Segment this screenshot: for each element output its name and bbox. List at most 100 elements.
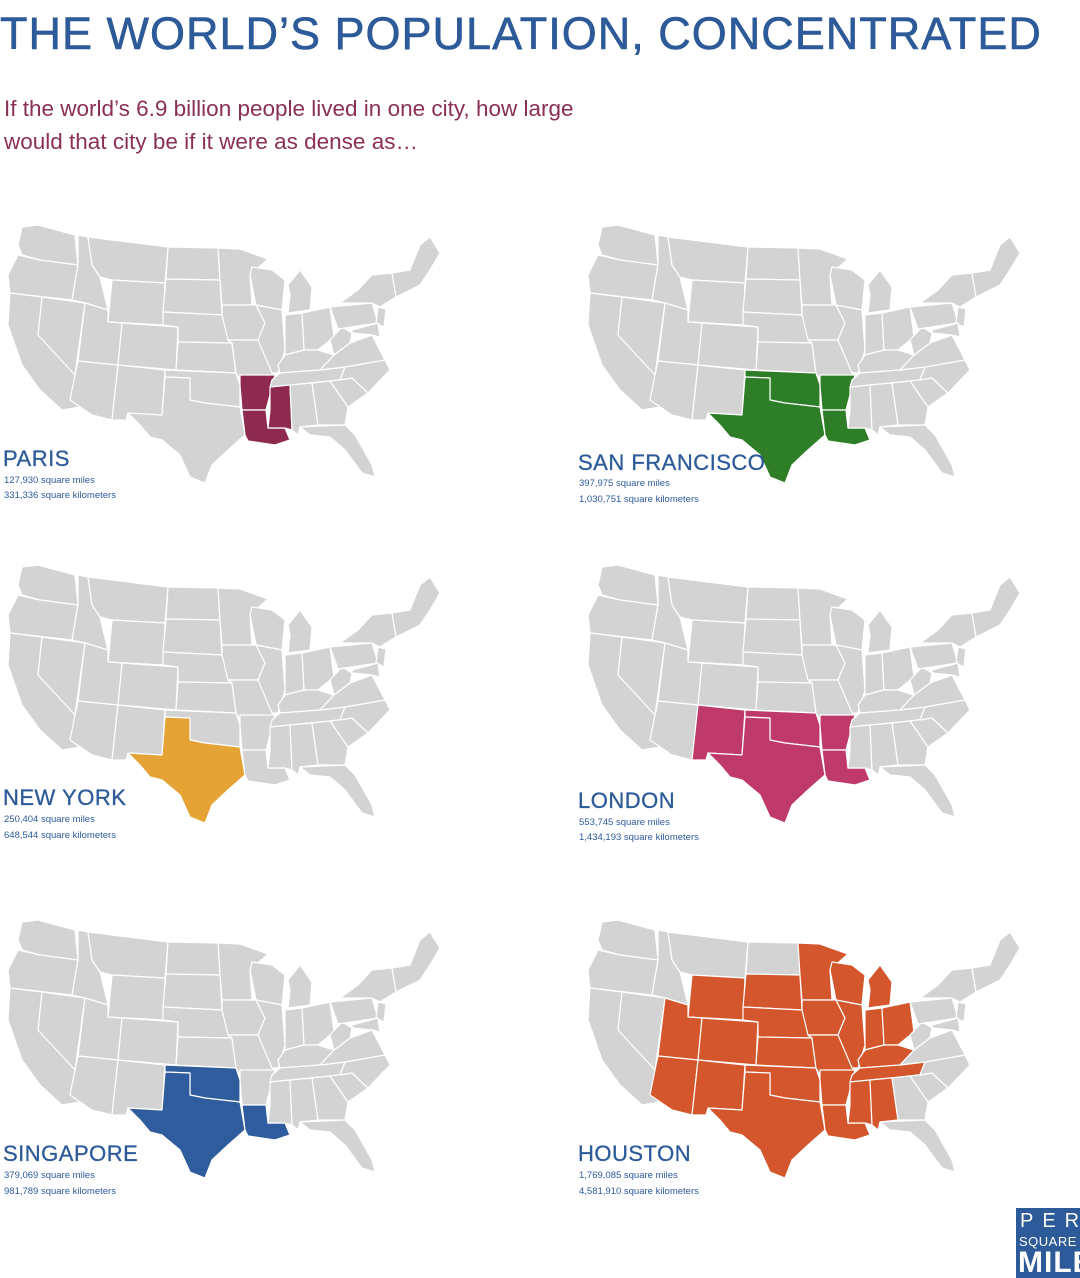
state-montana <box>667 931 749 979</box>
page-title: THE WORLD’S POPULATION, CONCENTRATED <box>0 8 1042 60</box>
map-panel-new-york <box>0 555 460 855</box>
state-south-dakota <box>162 618 223 656</box>
square-miles-london: 553,745 square miles <box>579 817 670 828</box>
state-michigan <box>867 269 893 314</box>
state-arizona <box>69 700 119 761</box>
state-new-jersey <box>375 646 387 668</box>
state-texas <box>707 1071 826 1179</box>
state-louisiana <box>821 409 871 446</box>
state-kansas <box>175 1036 237 1069</box>
square-km-houston: 4,581,910 square kilometers <box>579 1186 699 1197</box>
state-florida <box>299 424 376 478</box>
state-north-dakota <box>745 586 801 621</box>
map-panel-london <box>580 555 1040 855</box>
state-south-dakota <box>162 278 223 316</box>
us-map <box>587 224 1021 484</box>
state-new-england <box>971 576 1021 638</box>
state-minnesota <box>217 942 269 1001</box>
city-label-singapore: SINGAPORE <box>3 1141 139 1166</box>
map-panel-paris <box>0 215 460 515</box>
state-montana <box>87 576 169 624</box>
square-km-paris: 331,336 square kilometers <box>4 490 116 501</box>
square-miles-paris: 127,930 square miles <box>4 475 95 486</box>
state-new-york <box>339 612 397 648</box>
state-minnesota <box>797 587 849 646</box>
logo-line-2: SQUARE <box>1019 1234 1077 1249</box>
state-florida <box>299 1119 376 1173</box>
state-new-jersey <box>375 1001 387 1023</box>
state-ohio <box>881 646 915 691</box>
state-new-jersey <box>955 646 967 668</box>
state-new-york <box>339 967 397 1003</box>
state-michigan <box>867 609 893 654</box>
state-maryland <box>931 662 961 678</box>
state-georgia <box>891 1075 929 1121</box>
state-new-england <box>971 931 1021 993</box>
state-illinois <box>835 999 866 1069</box>
state-mississippi <box>267 1079 293 1126</box>
us-map <box>7 564 441 824</box>
state-florida <box>299 764 376 818</box>
state-illinois <box>835 304 866 374</box>
state-minnesota <box>797 247 849 306</box>
state-south-dakota <box>162 973 223 1011</box>
state-wisconsin <box>249 266 286 311</box>
state-new-mexico <box>691 364 746 421</box>
state-new-mexico <box>111 1059 166 1116</box>
state-maryland <box>351 1017 381 1033</box>
square-km-new-york: 648,544 square kilometers <box>4 830 116 841</box>
state-maryland <box>931 322 961 338</box>
state-montana <box>87 236 169 284</box>
state-indiana <box>864 312 885 356</box>
state-texas <box>127 716 246 824</box>
state-maryland <box>351 322 381 338</box>
us-map <box>587 564 1021 824</box>
city-label-houston: HOUSTON <box>578 1141 692 1166</box>
state-texas <box>127 1071 246 1179</box>
state-colorado <box>117 662 179 711</box>
state-illinois <box>255 999 286 1069</box>
map-panel-singapore <box>0 910 460 1210</box>
state-indiana <box>864 1007 885 1051</box>
state-arizona <box>69 1055 119 1116</box>
state-georgia <box>891 380 929 426</box>
state-florida <box>879 764 956 818</box>
state-ohio <box>301 306 335 351</box>
state-arizona <box>649 1055 699 1116</box>
state-new-england <box>391 236 441 298</box>
state-north-dakota <box>745 246 801 281</box>
square-miles-new-york: 250,404 square miles <box>4 814 95 825</box>
state-colorado <box>117 1017 179 1066</box>
state-michigan <box>867 964 893 1009</box>
state-arizona <box>69 360 119 421</box>
state-new-york <box>919 272 977 308</box>
state-florida <box>879 424 956 478</box>
state-new-mexico <box>691 1059 746 1116</box>
per-square-mile-logo[interactable]: PER SQUARE MILE <box>1016 1208 1080 1278</box>
state-michigan <box>287 609 313 654</box>
state-montana <box>667 576 749 624</box>
state-wisconsin <box>829 266 866 311</box>
state-louisiana <box>821 749 871 786</box>
state-wisconsin <box>249 961 286 1006</box>
state-arizona <box>649 360 699 421</box>
state-indiana <box>284 652 305 696</box>
state-indiana <box>284 1007 305 1051</box>
state-new-england <box>391 576 441 638</box>
map-panel-san-francisco <box>580 215 1040 515</box>
square-km-london: 1,434,193 square kilometers <box>579 832 699 843</box>
state-colorado <box>697 322 759 371</box>
state-louisiana <box>241 1104 291 1141</box>
state-illinois <box>255 644 286 714</box>
state-florida <box>879 1119 956 1173</box>
square-miles-houston: 1,769,085 square miles <box>579 1170 678 1181</box>
state-texas <box>707 716 826 824</box>
state-south-dakota <box>742 618 803 656</box>
state-georgia <box>311 720 349 766</box>
state-new-mexico <box>111 364 166 421</box>
state-colorado <box>117 322 179 371</box>
square-km-singapore: 981,789 square kilometers <box>4 1186 116 1197</box>
state-colorado <box>697 662 759 711</box>
square-miles-singapore: 379,069 square miles <box>4 1170 95 1181</box>
state-new-york <box>919 967 977 1003</box>
